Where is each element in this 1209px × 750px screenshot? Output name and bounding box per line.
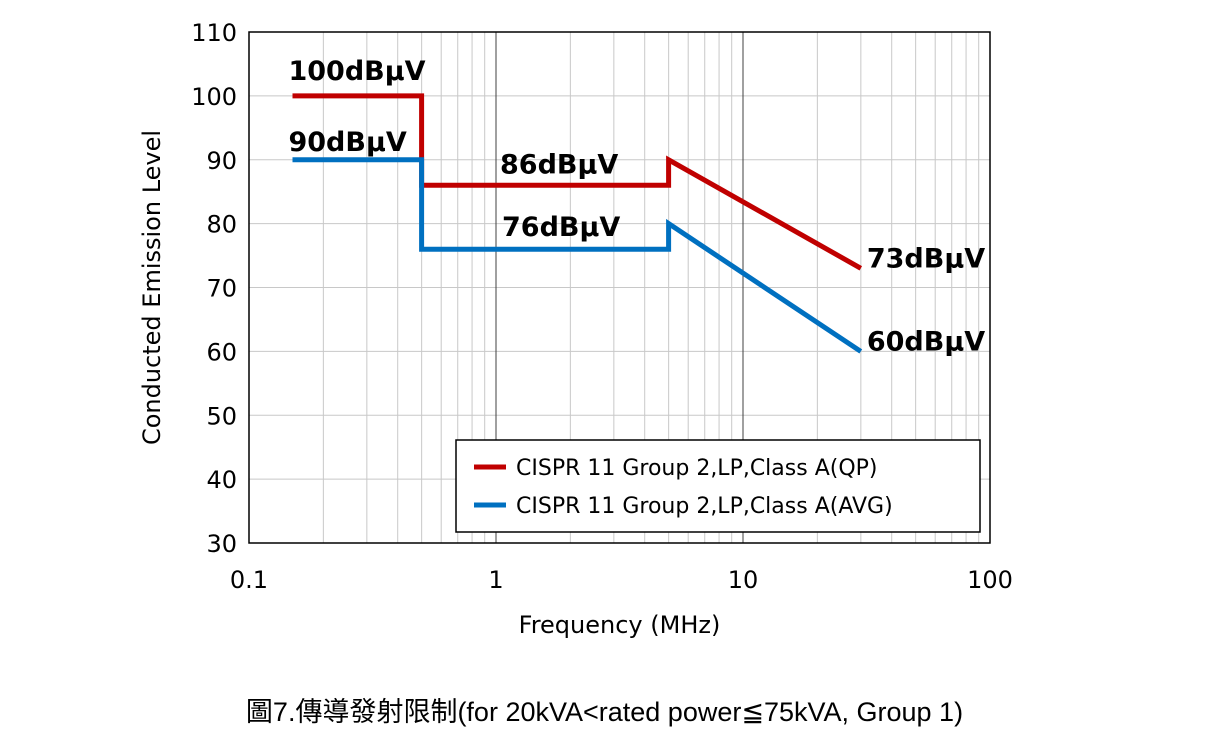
data-label-annotation: 86dBμV [500, 149, 618, 180]
y-axis-title: Conducted Emission Level [138, 130, 166, 445]
y-tick-label: 100 [191, 83, 237, 111]
plot-area-frame [248, 31, 991, 544]
y-tick-label: 90 [206, 147, 237, 175]
legend-box [455, 439, 981, 533]
data-label-annotation: 60dBμV [867, 326, 985, 357]
y-tick-label: 40 [206, 466, 237, 494]
x-tick-label: 10 [728, 566, 759, 594]
y-tick-label: 70 [206, 275, 237, 303]
data-annotations: 100dBμV 90dBμV 86dBμV 76dBμV 73dBμV 60dBμV [288, 56, 985, 358]
x-tick-label: 100 [967, 566, 1013, 594]
data-label-annotation: 90dBμV [288, 127, 406, 158]
series-line-avg [292, 157, 863, 354]
y-tick-label: 50 [206, 402, 237, 430]
data-label-annotation: 76dBμV [502, 212, 620, 243]
legend-label-avg: CISPR 11 Group 2,LP,Class A(AVG) [516, 494, 893, 519]
legend: CISPR 11 Group 2,LP,Class A(QP) CISPR 11… [455, 439, 981, 533]
data-label-annotation: 100dBμV [288, 56, 425, 87]
legend-label-qp: CISPR 11 Group 2,LP,Class A(QP) [516, 456, 878, 481]
x-axis-tick-labels: 0.1 1 10 100 [230, 566, 1013, 594]
series-layer [292, 93, 863, 354]
y-tick-label: 110 [191, 19, 237, 47]
y-tick-label: 80 [206, 211, 237, 239]
y-tick-label: 60 [206, 338, 237, 366]
x-tick-label: 1 [488, 566, 503, 594]
series-line-qp [292, 93, 863, 271]
y-tick-label: 30 [206, 530, 237, 558]
x-tick-label: 0.1 [230, 566, 268, 594]
x-axis-title: Frequency (MHz) [519, 611, 721, 639]
y-axis-tick-labels: 30 40 50 60 70 80 90 100 110 [191, 19, 237, 558]
data-label-annotation: 73dBμV [867, 243, 985, 274]
figure-caption: 圖7.傳導發射限制(for 20kVA<rated power≦75kVA, G… [245, 697, 964, 727]
